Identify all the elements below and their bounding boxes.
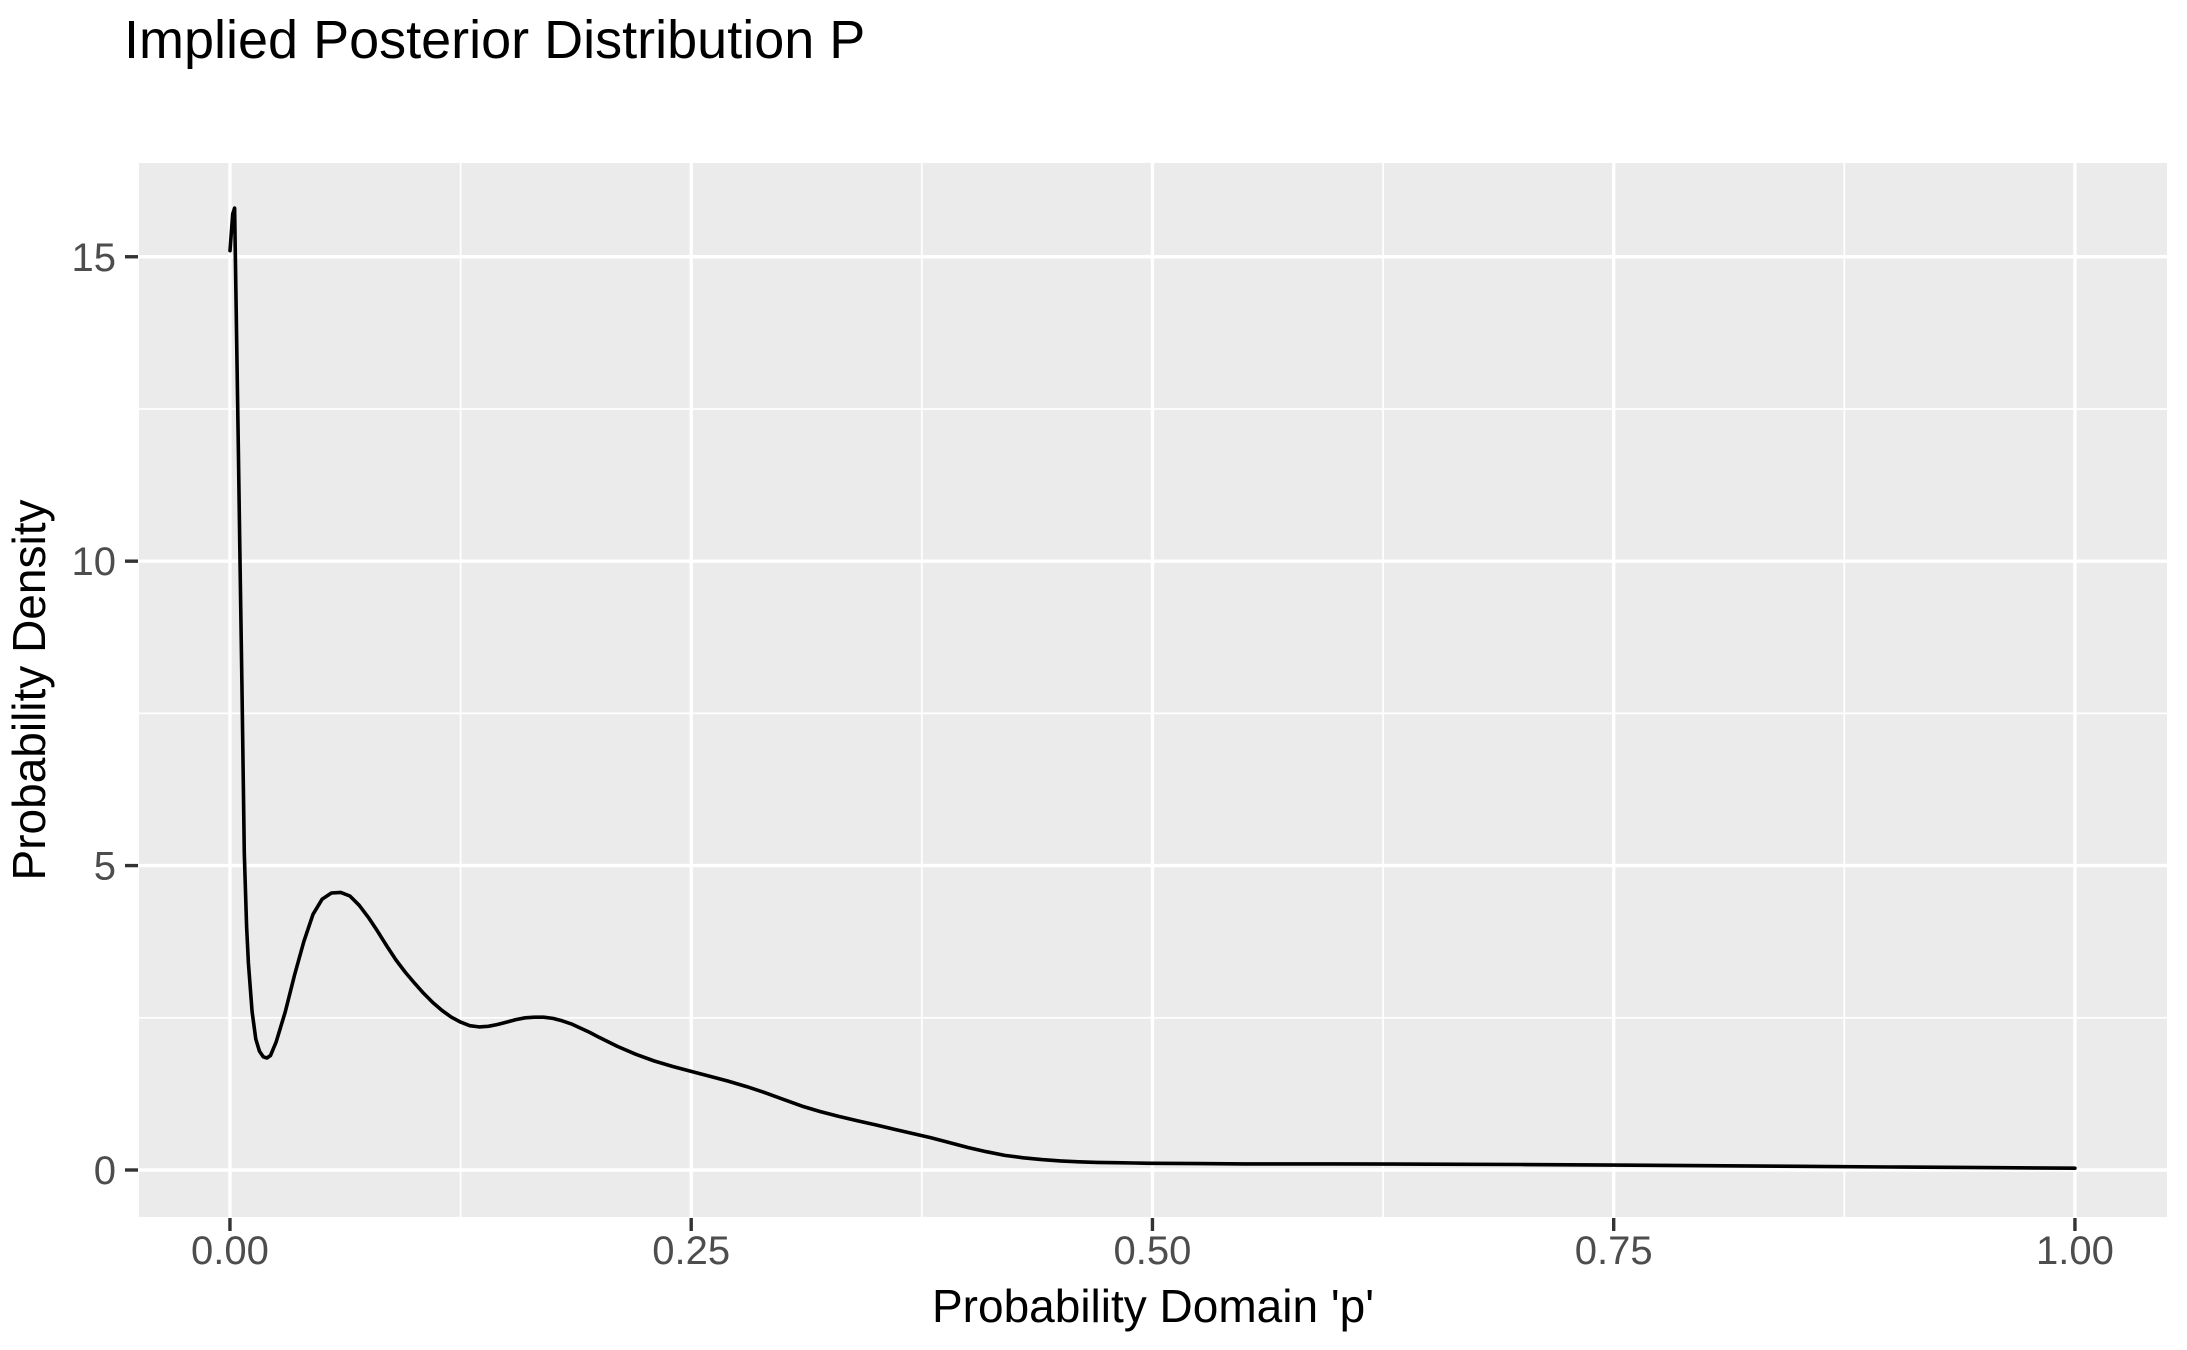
y-axis-title: Probability Density xyxy=(3,500,55,881)
y-tick-label: 10 xyxy=(72,540,117,584)
x-tick-label: 1.00 xyxy=(2036,1229,2114,1273)
y-axis-tick-labels: 0 5 10 15 xyxy=(72,236,117,1193)
x-axis-tick-labels: 0.00 0.25 0.50 0.75 1.00 xyxy=(191,1229,2114,1273)
y-tick-label: 5 xyxy=(94,845,116,889)
chart-title: Implied Posterior Distribution P xyxy=(124,10,865,70)
x-tick-label: 0.50 xyxy=(1114,1229,1192,1273)
x-tick-label: 0.75 xyxy=(1575,1229,1653,1273)
density-curve xyxy=(228,206,2077,1170)
y-tick-label: 15 xyxy=(72,236,117,280)
y-tick-label: 0 xyxy=(94,1149,116,1193)
x-tick-label: 0.25 xyxy=(652,1229,730,1273)
major-gridlines xyxy=(139,163,2167,1217)
x-tick-label: 0.00 xyxy=(191,1229,269,1273)
axis-tick-marks xyxy=(125,255,2077,1231)
x-axis-title: Probability Domain 'p' xyxy=(932,1280,1374,1332)
